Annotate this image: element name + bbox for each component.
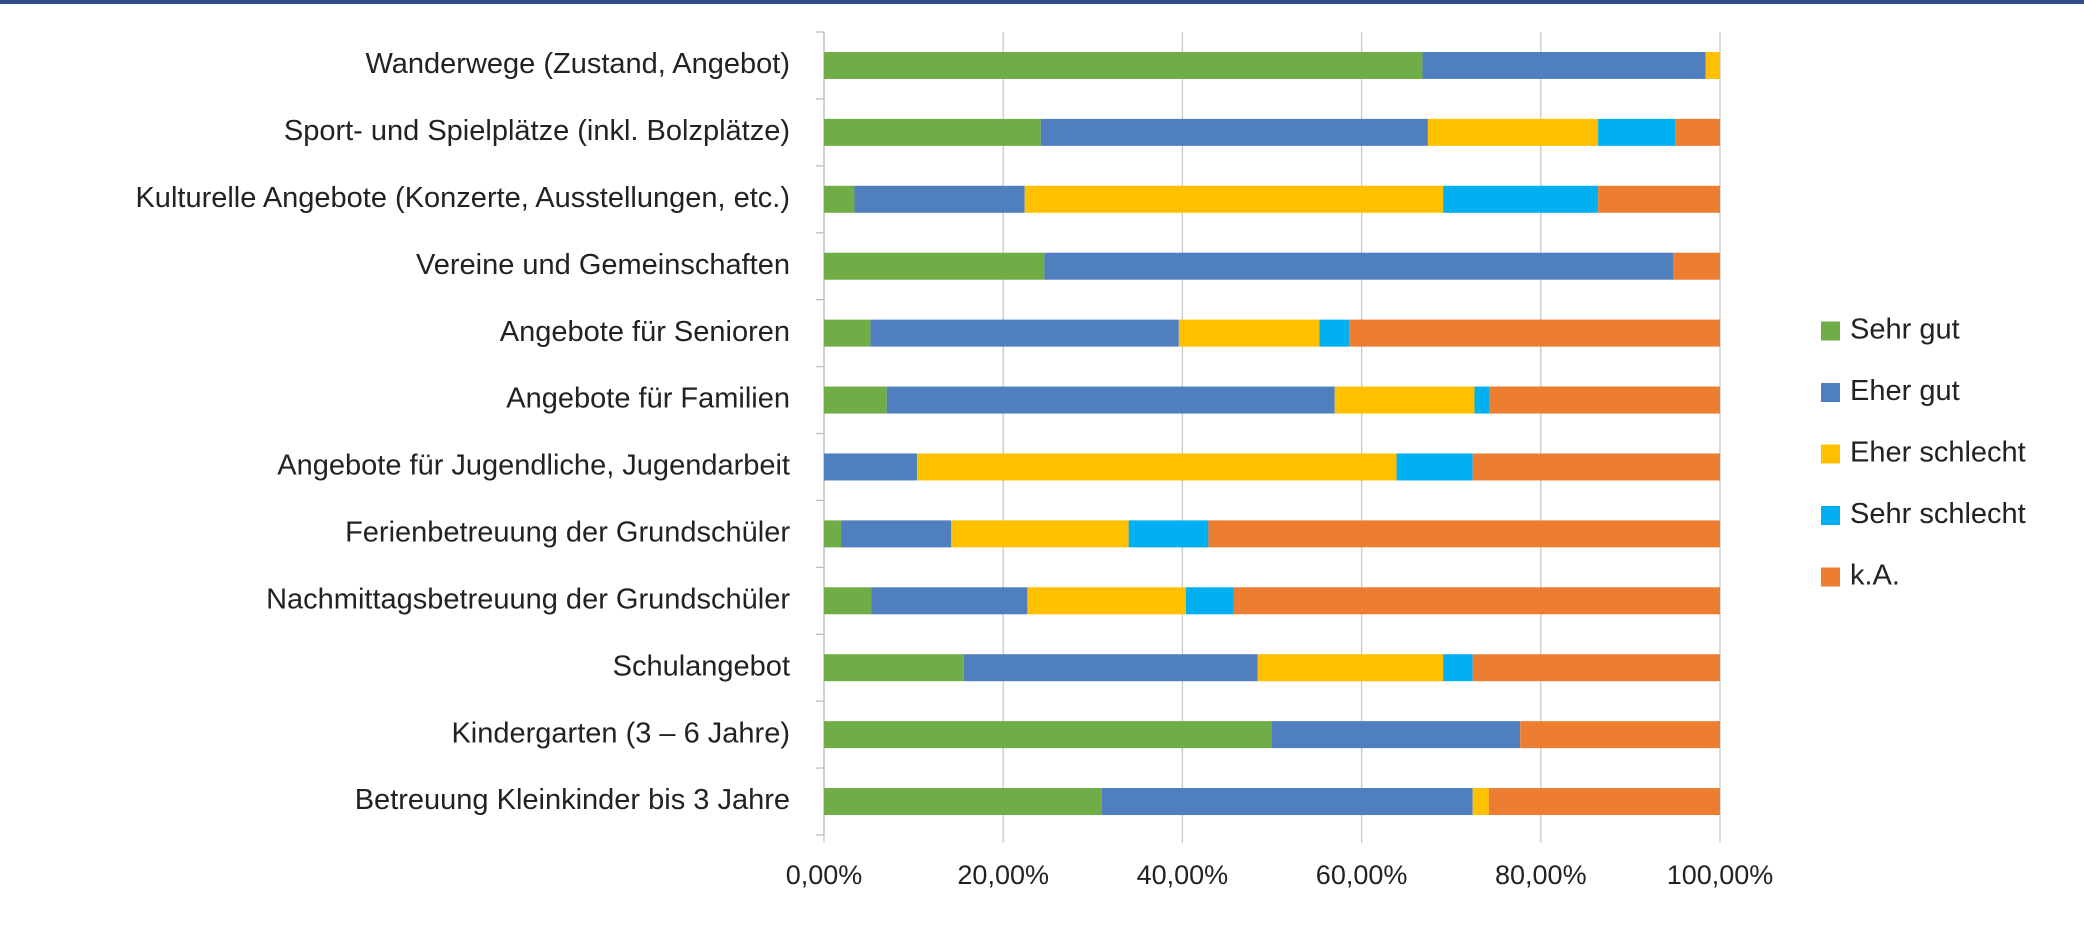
- bar-segment: [824, 654, 964, 682]
- bar-segment: [1257, 654, 1444, 682]
- bar-segment: [1233, 587, 1720, 615]
- bar-segment: [1272, 721, 1521, 749]
- bar-segment: [854, 185, 1025, 213]
- y-tick-label: Vereine und Gemeinschaften: [416, 249, 790, 281]
- bar-segment: [1443, 185, 1599, 213]
- bar-segment: [1472, 654, 1720, 682]
- bar-segment: [824, 185, 855, 213]
- bar-segment: [1040, 118, 1428, 146]
- y-tick-label: Sport- und Spielplätze (inkl. Bolzplätze…: [284, 115, 790, 147]
- bar-segment: [824, 520, 842, 548]
- bar-segment: [1101, 788, 1473, 816]
- y-tick-label: Kindergarten (3 – 6 Jahre): [451, 717, 790, 749]
- legend-swatch: [1821, 444, 1840, 464]
- bar-segment: [1598, 185, 1720, 213]
- bar-segment: [824, 252, 1045, 280]
- bar-segment: [1474, 386, 1490, 414]
- bar-segment: [1178, 319, 1320, 347]
- bar-segment: [1128, 520, 1209, 548]
- bar-segment: [870, 319, 1179, 347]
- x-tick-label: 100,00%: [1667, 860, 1774, 890]
- bar-segment: [1024, 185, 1444, 213]
- legend-swatch: [1821, 383, 1840, 402]
- bar-segment: [1472, 788, 1489, 816]
- bar-segment: [1472, 453, 1720, 481]
- bar-segment: [871, 587, 1028, 615]
- bar-segment: [1520, 721, 1720, 749]
- legend-label: Eher gut: [1850, 375, 1960, 407]
- bar-segment: [1185, 587, 1234, 615]
- bar-segment: [1208, 520, 1720, 548]
- bar-segment: [824, 51, 1423, 79]
- x-tick-label: 20,00%: [957, 860, 1049, 890]
- bar-segment: [1334, 386, 1475, 414]
- bar-segment: [951, 520, 1129, 548]
- x-tick-label: 40,00%: [1137, 860, 1229, 890]
- bar-segment: [1422, 51, 1706, 79]
- y-tick-label: Angebote für Senioren: [500, 316, 790, 348]
- bar-segment: [824, 386, 887, 414]
- bar-segment: [1488, 788, 1720, 816]
- y-tick-label: Schulangebot: [613, 650, 790, 682]
- bar-segment: [1489, 386, 1720, 414]
- bar-segment: [824, 319, 871, 347]
- y-tick-label: Wanderwege (Zustand, Angebot): [365, 48, 790, 80]
- bar-segment: [963, 654, 1258, 682]
- y-tick-label: Angebote für Jugendliche, Jugendarbeit: [277, 450, 790, 482]
- bar-segment: [1027, 587, 1186, 615]
- bar-segment: [824, 118, 1041, 146]
- legend-label: Sehr gut: [1850, 314, 1960, 346]
- legend-swatch: [1821, 321, 1840, 341]
- bar-segment: [1598, 118, 1676, 146]
- y-tick-label: Betreuung Kleinkinder bis 3 Jahre: [355, 784, 790, 816]
- legend-label: k.A.: [1850, 560, 1900, 592]
- y-tick-label: Nachmittagsbetreuung der Grundschüler: [266, 583, 790, 615]
- legend-label: Sehr schlecht: [1850, 498, 2026, 530]
- bar-segment: [1427, 118, 1599, 146]
- y-tick-label: Kulturelle Angebote (Konzerte, Ausstellu…: [135, 182, 790, 214]
- legend-label: Eher schlecht: [1850, 437, 2026, 469]
- bar-segment: [824, 453, 918, 481]
- bar-segment: [1396, 453, 1473, 481]
- top-border: [0, 0, 2084, 4]
- bar-segment: [841, 520, 952, 548]
- x-tick-label: 80,00%: [1495, 860, 1587, 890]
- bar-segment: [1705, 51, 1720, 79]
- bar-segment: [1349, 319, 1720, 347]
- legend-swatch: [1821, 506, 1840, 525]
- legend-swatch: [1821, 567, 1840, 587]
- bar-segment: [824, 587, 872, 615]
- x-tick-label: 0,00%: [786, 860, 863, 890]
- bar-segment: [1044, 252, 1674, 280]
- y-tick-label: Angebote für Familien: [506, 383, 790, 415]
- bar-segment: [1443, 654, 1473, 682]
- y-tick-label: Ferienbetreuung der Grundschüler: [345, 517, 790, 549]
- bar-segment: [917, 453, 1397, 481]
- bar-segment: [1673, 252, 1720, 280]
- x-tick-label: 60,00%: [1316, 860, 1408, 890]
- bar-segment: [1675, 118, 1720, 146]
- bar-segment: [1319, 319, 1350, 347]
- bar-segment: [824, 788, 1102, 816]
- bar-segment: [824, 721, 1272, 749]
- bar-segment: [886, 386, 1335, 414]
